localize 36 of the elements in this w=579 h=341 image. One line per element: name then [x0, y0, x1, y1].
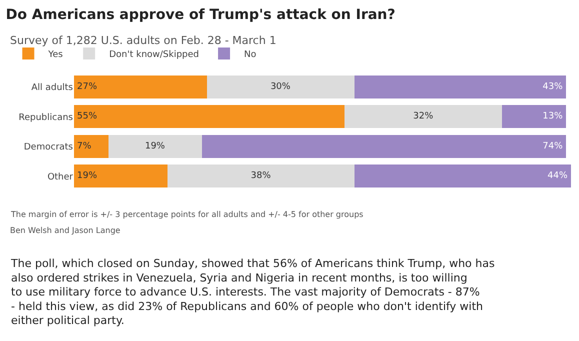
- legend-label: Yes: [47, 50, 64, 60]
- text: Ben Welsh and Jason Lange: [10, 226, 120, 235]
- bar: [206, 75, 354, 98]
- data-label: 44%: [548, 171, 568, 182]
- bar: [502, 105, 566, 128]
- data-label: 27%: [77, 82, 98, 92]
- y-tick-label: Republicans: [18, 112, 74, 123]
- legend-label: Don't know/Skipped: [109, 50, 200, 60]
- bar: [202, 134, 566, 158]
- bar: [108, 134, 202, 158]
- bar: [74, 164, 168, 188]
- chart-title: Do Americans approve of Trump's attack on Iran?: [6, 6, 396, 23]
- bar: [354, 164, 571, 188]
- bar: [74, 75, 207, 98]
- y-tick-label: All adults: [31, 83, 74, 94]
- data-label: 19%: [144, 141, 166, 152]
- bar: [74, 105, 345, 128]
- bar: [74, 134, 108, 158]
- data-label: 32%: [413, 112, 434, 122]
- y-tick-label: Other: [47, 172, 74, 182]
- y-tick-label: Democrats: [24, 142, 74, 153]
- text: The poll, which closed on Sunday, showed that 56% of Americans think Trump, who has also ordered strikes in Venezuela, Syria and Nigeria in recent months, is too willing to use military force to advance U.S. interests. The vast majority of Democrats - 87% - held this view, as did 23% of Republicans and 60% of people who don't identify with either political party.: [10, 257, 495, 328]
- data-label: 55%: [77, 112, 98, 122]
- data-label: 38%: [250, 171, 272, 182]
- data-label: 7%: [77, 141, 92, 152]
- data-label: 19%: [77, 171, 98, 182]
- data-label: 43%: [542, 82, 564, 92]
- data-label: 30%: [270, 82, 291, 92]
- bar: [344, 105, 502, 128]
- legend-label: No: [244, 50, 257, 60]
- text: The margin of error is +/- 3 percentage points for all adults and +/- 4-5 for other groups: [10, 210, 364, 219]
- chart-subtitle: Survey of 1,282 U.S. adults on Feb. 28 - March 1: [10, 34, 276, 47]
- data-label: 13%: [542, 112, 564, 122]
- bar: [354, 75, 566, 98]
- bar: [168, 164, 354, 188]
- data-label: 74%: [542, 141, 564, 152]
